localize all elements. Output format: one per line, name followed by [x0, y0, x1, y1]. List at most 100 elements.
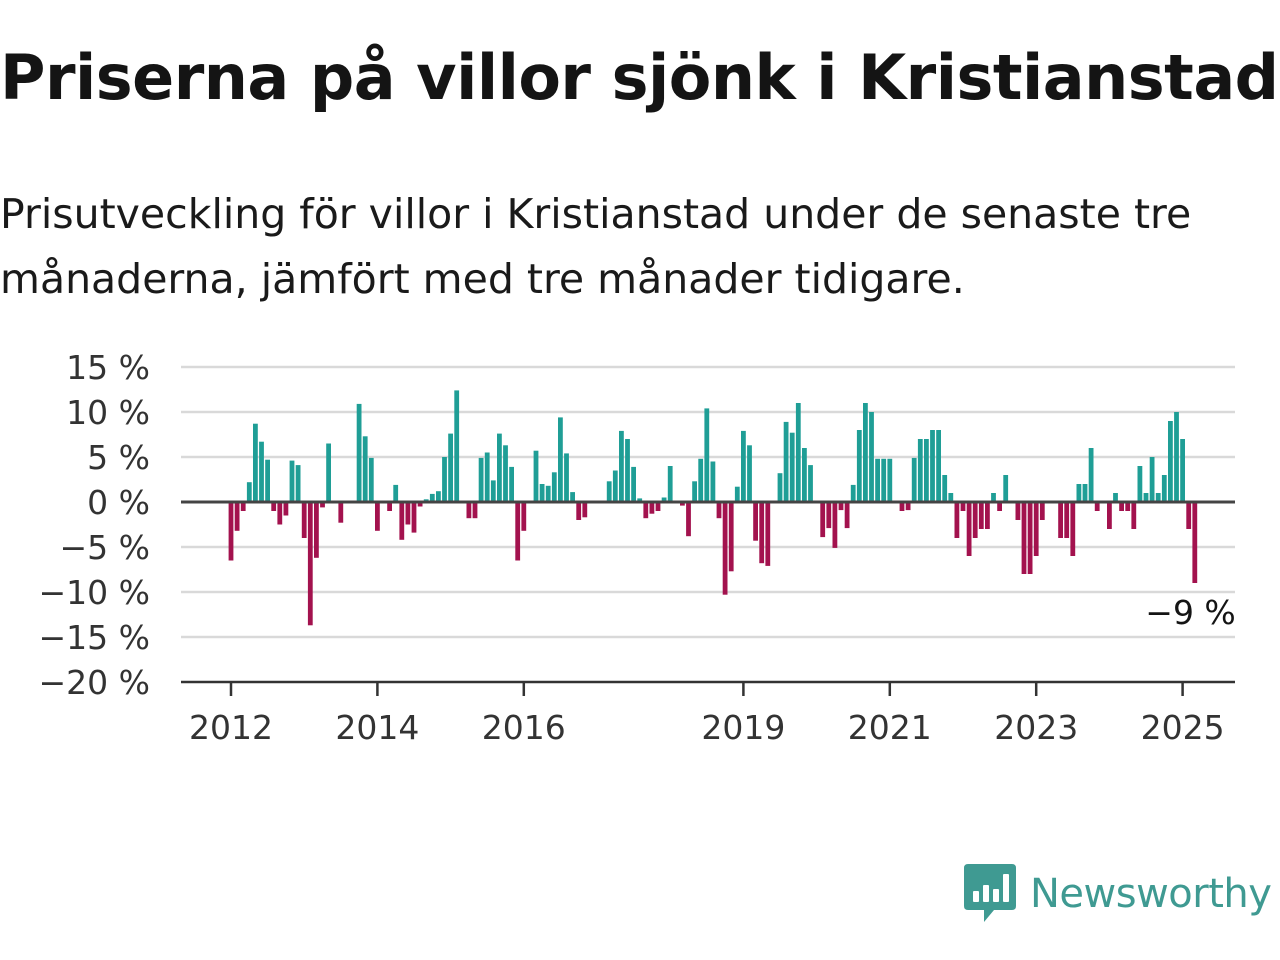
bar	[442, 457, 447, 502]
bar	[320, 502, 325, 508]
bar	[265, 459, 270, 502]
bar	[899, 502, 905, 511]
bar	[856, 430, 862, 502]
chart-title: Priserna på villor sjönk i Kristianstad	[0, 41, 1279, 114]
bar	[503, 445, 508, 502]
bar	[277, 502, 283, 525]
bar	[863, 403, 868, 502]
last-value-label: −9 %	[1145, 593, 1236, 632]
bar	[753, 502, 758, 541]
bar	[1064, 502, 1070, 538]
x-tick-label: 2016	[482, 708, 566, 747]
bar	[1119, 502, 1124, 511]
bar	[728, 502, 734, 572]
bar	[789, 432, 795, 502]
bar	[911, 457, 917, 502]
bar	[850, 484, 856, 502]
bar	[1155, 493, 1161, 502]
bar	[710, 461, 716, 502]
bar	[558, 417, 563, 502]
bar	[1180, 439, 1185, 502]
bar	[240, 502, 246, 511]
bar	[972, 502, 978, 538]
bar	[539, 484, 545, 502]
bar	[1161, 475, 1167, 502]
bar	[1125, 502, 1131, 511]
bar	[692, 481, 697, 502]
bar	[765, 502, 771, 566]
bar	[1015, 502, 1021, 520]
x-axis-tick-labels: 2012 2014 2016 2019 2021 2023 2025	[189, 708, 1225, 747]
bar	[1113, 493, 1118, 502]
bar	[802, 448, 807, 502]
bar	[820, 502, 826, 538]
bar	[301, 502, 307, 538]
bar	[326, 443, 331, 502]
bars	[181, 390, 1235, 626]
bar	[747, 445, 752, 502]
bar	[234, 502, 240, 531]
bar	[777, 473, 783, 502]
bar	[1003, 475, 1009, 502]
bar	[631, 466, 636, 502]
bar	[1107, 502, 1112, 529]
bar	[966, 502, 972, 556]
bar	[1168, 421, 1173, 502]
bar	[917, 439, 923, 502]
bar	[954, 502, 960, 538]
bar	[484, 452, 490, 502]
bar	[497, 433, 502, 502]
bar-chart: 15 %10 %5 %0 %−5 %−10 %−15 %−20 % 2012 20…	[39, 348, 1236, 747]
x-tick-label: 2014	[335, 708, 419, 747]
bar	[960, 502, 966, 511]
y-tick-label: 0 %	[87, 483, 150, 522]
bar	[643, 502, 649, 519]
bar	[545, 485, 551, 502]
bar	[387, 502, 392, 511]
chart-subtitle: Prisutveckling för villor i Kristianstad…	[0, 190, 1192, 303]
y-tick-label: −20 %	[39, 663, 151, 702]
bar	[478, 457, 484, 502]
bar	[576, 502, 582, 520]
bar	[942, 475, 948, 502]
bar	[808, 465, 813, 502]
bar	[1082, 484, 1088, 502]
bar	[1058, 502, 1063, 538]
x-tick-label: 2012	[189, 708, 273, 747]
bar	[472, 502, 478, 519]
bar	[826, 502, 832, 529]
bar	[564, 453, 569, 502]
bar	[1192, 502, 1198, 583]
bar	[509, 466, 514, 502]
bar	[881, 458, 887, 502]
bar	[551, 472, 557, 502]
bar	[1143, 493, 1149, 502]
y-tick-label: −15 %	[39, 618, 151, 657]
x-tick-label: 2019	[701, 708, 785, 747]
bar	[436, 491, 441, 502]
bar	[283, 502, 289, 516]
bar	[759, 502, 765, 564]
bar	[832, 502, 838, 548]
bar	[612, 470, 618, 502]
bar	[844, 502, 850, 529]
bar	[368, 457, 374, 502]
bar	[314, 502, 319, 558]
x-tick-label: 2025	[1141, 708, 1225, 747]
bar	[795, 403, 801, 502]
y-tick-label: 15 %	[66, 348, 150, 387]
bar	[582, 502, 588, 518]
bar	[997, 502, 1002, 511]
bar	[362, 436, 368, 502]
bar	[930, 430, 935, 502]
bar	[253, 423, 258, 502]
bar	[307, 502, 313, 626]
bar	[246, 482, 252, 502]
bar	[570, 492, 575, 502]
bar	[734, 486, 740, 502]
bar	[887, 458, 893, 502]
bar	[655, 502, 661, 511]
bar	[978, 502, 984, 529]
bar	[1186, 502, 1192, 529]
y-tick-label: 5 %	[87, 438, 150, 477]
